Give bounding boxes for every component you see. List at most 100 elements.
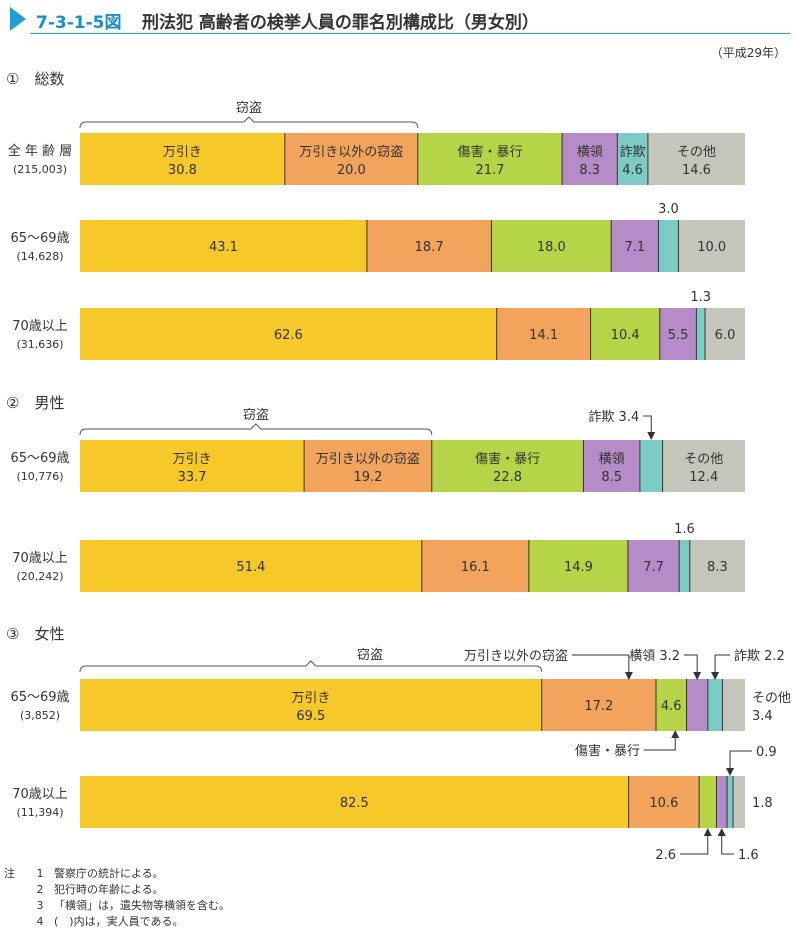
injury-assault-segment bbox=[590, 308, 660, 360]
data-label: 8.3 bbox=[579, 163, 600, 178]
theft-group-label: 窃盗 bbox=[236, 100, 262, 116]
data-label: 4.6 bbox=[661, 699, 682, 714]
footnote: 2 犯行時の年齢による。 bbox=[36, 883, 164, 896]
data-label: 8.5 bbox=[601, 470, 622, 485]
other-theft-segment bbox=[304, 440, 432, 492]
stacked-bar-chart: ① 総数全 年 齢 層 (215,003) 65～69歳 (14,628) 70歳以上 (… bbox=[6, 70, 791, 860]
other-theft-segment bbox=[496, 308, 591, 360]
fraud-segment bbox=[679, 540, 690, 592]
other-segment bbox=[647, 133, 745, 185]
row-label: 65～69歳 bbox=[10, 451, 69, 466]
callout-label: 万引き以外の窃盗 bbox=[464, 648, 568, 664]
shoplifting-segment bbox=[80, 133, 285, 185]
section-heading: ③ 女性 bbox=[6, 625, 64, 643]
data-label: 33.7 bbox=[178, 470, 207, 485]
footnote: 3 「横領」は，遺失物等横領を含む。 bbox=[36, 899, 231, 912]
data-label: 10.6 bbox=[649, 796, 678, 811]
data-label: 43.1 bbox=[209, 240, 238, 255]
injury-assault-segment bbox=[431, 440, 584, 492]
theft-brace bbox=[79, 116, 419, 129]
data-label: 14.9 bbox=[564, 560, 593, 575]
row-label: 70歳以上 bbox=[12, 787, 68, 802]
title-marker-icon bbox=[10, 7, 26, 31]
data-label: 18.7 bbox=[415, 240, 444, 255]
row-label: 65～69歳 bbox=[10, 231, 69, 246]
data-label: 10.4 bbox=[611, 328, 640, 343]
other-segment bbox=[733, 776, 745, 828]
callout-arrow bbox=[572, 654, 633, 680]
embezzlement-segment bbox=[686, 679, 708, 731]
segment-category-label: 傷害・暴行 bbox=[457, 144, 522, 160]
data-label: 3.4 bbox=[752, 709, 773, 724]
data-label: 5.5 bbox=[668, 328, 689, 343]
data-label: 1.6 bbox=[674, 522, 695, 537]
shoplifting-segment bbox=[80, 540, 422, 592]
segment-category-label: 横領 bbox=[577, 144, 603, 160]
data-label: 3.0 bbox=[658, 202, 679, 217]
row-count: (31,636) bbox=[16, 338, 63, 351]
segment-category-label: 万引き bbox=[173, 452, 212, 467]
row-label: 70歳以上 bbox=[12, 551, 68, 566]
shoplifting-segment bbox=[80, 308, 497, 360]
footnote: 注 1 警察庁の統計による。 bbox=[4, 867, 164, 880]
data-label: 1.8 bbox=[752, 796, 773, 811]
data-label: 横領 3.2 bbox=[629, 648, 680, 664]
row-label: 70歳以上 bbox=[12, 319, 68, 334]
segment-category-label: その他 bbox=[684, 452, 723, 467]
data-label: 4.6 bbox=[622, 163, 643, 178]
theft-brace bbox=[79, 660, 543, 673]
other-segment bbox=[722, 679, 745, 731]
data-label: 17.2 bbox=[584, 699, 613, 714]
injury-assault-segment bbox=[491, 220, 612, 272]
theft-group-label: 窃盗 bbox=[243, 407, 269, 423]
other-segment bbox=[689, 540, 745, 592]
injury-assault-segment bbox=[699, 776, 717, 828]
data-label: 12.4 bbox=[689, 470, 718, 485]
segment-category-label: 万引き bbox=[291, 691, 330, 706]
shoplifting-segment bbox=[80, 220, 367, 272]
data-label: 詐欺 3.4 bbox=[588, 409, 639, 425]
embezzlement-segment bbox=[611, 220, 659, 272]
injury-assault-segment bbox=[655, 679, 687, 731]
other-segment bbox=[678, 220, 745, 272]
theft-brace bbox=[79, 423, 433, 436]
theft-group-label: 窃盗 bbox=[357, 647, 383, 663]
segment-category-label: その他 bbox=[752, 691, 791, 706]
data-label: 21.7 bbox=[475, 163, 504, 178]
embezzlement-segment bbox=[562, 133, 618, 185]
data-label: 20.0 bbox=[337, 163, 366, 178]
data-label: 62.6 bbox=[274, 328, 303, 343]
embezzlement-segment bbox=[716, 776, 728, 828]
callout-arrow bbox=[684, 654, 702, 680]
section-heading: ② 男性 bbox=[6, 394, 64, 412]
data-label: 詐欺 2.2 bbox=[734, 648, 785, 664]
row-count: (10,776) bbox=[16, 470, 63, 483]
data-label: 18.0 bbox=[537, 240, 566, 255]
segment-category-label: 万引き bbox=[163, 145, 202, 160]
segment-category-label: 傷害・暴行 bbox=[475, 451, 540, 467]
row-label: 65～69歳 bbox=[10, 690, 69, 705]
data-label: 7.1 bbox=[624, 240, 645, 255]
data-label: 2.6 bbox=[655, 848, 676, 860]
title-underline bbox=[30, 33, 790, 34]
row-label: 全 年 齢 層 bbox=[8, 143, 72, 159]
fraud-segment bbox=[639, 440, 663, 492]
segment-category-label: 横領 bbox=[599, 451, 625, 467]
fraud-segment bbox=[658, 220, 679, 272]
callout-arrow bbox=[643, 415, 656, 440]
data-label: 19.2 bbox=[353, 470, 382, 485]
data-label: 6.0 bbox=[715, 328, 736, 343]
shoplifting-segment bbox=[80, 440, 305, 492]
shoplifting-segment bbox=[80, 776, 629, 828]
callout-label: 傷害・暴行 bbox=[575, 743, 640, 759]
injury-assault-segment bbox=[528, 540, 628, 592]
other-theft-segment bbox=[366, 220, 492, 272]
data-label: 1.6 bbox=[738, 848, 759, 860]
page-title: 7-3-1-5図 刑法犯 高齢者の検挙人員の罪名別構成比（男女別） bbox=[0, 0, 796, 40]
footnote: 4( )内は，実人員である。 bbox=[36, 915, 184, 928]
segment-category-label: その他 bbox=[677, 145, 716, 160]
section-heading: ① 総数 bbox=[6, 70, 64, 88]
data-label: 30.8 bbox=[168, 163, 197, 178]
year-note: （平成29年） bbox=[710, 46, 786, 60]
figure-number: 7-3-1-5図 bbox=[36, 13, 122, 33]
